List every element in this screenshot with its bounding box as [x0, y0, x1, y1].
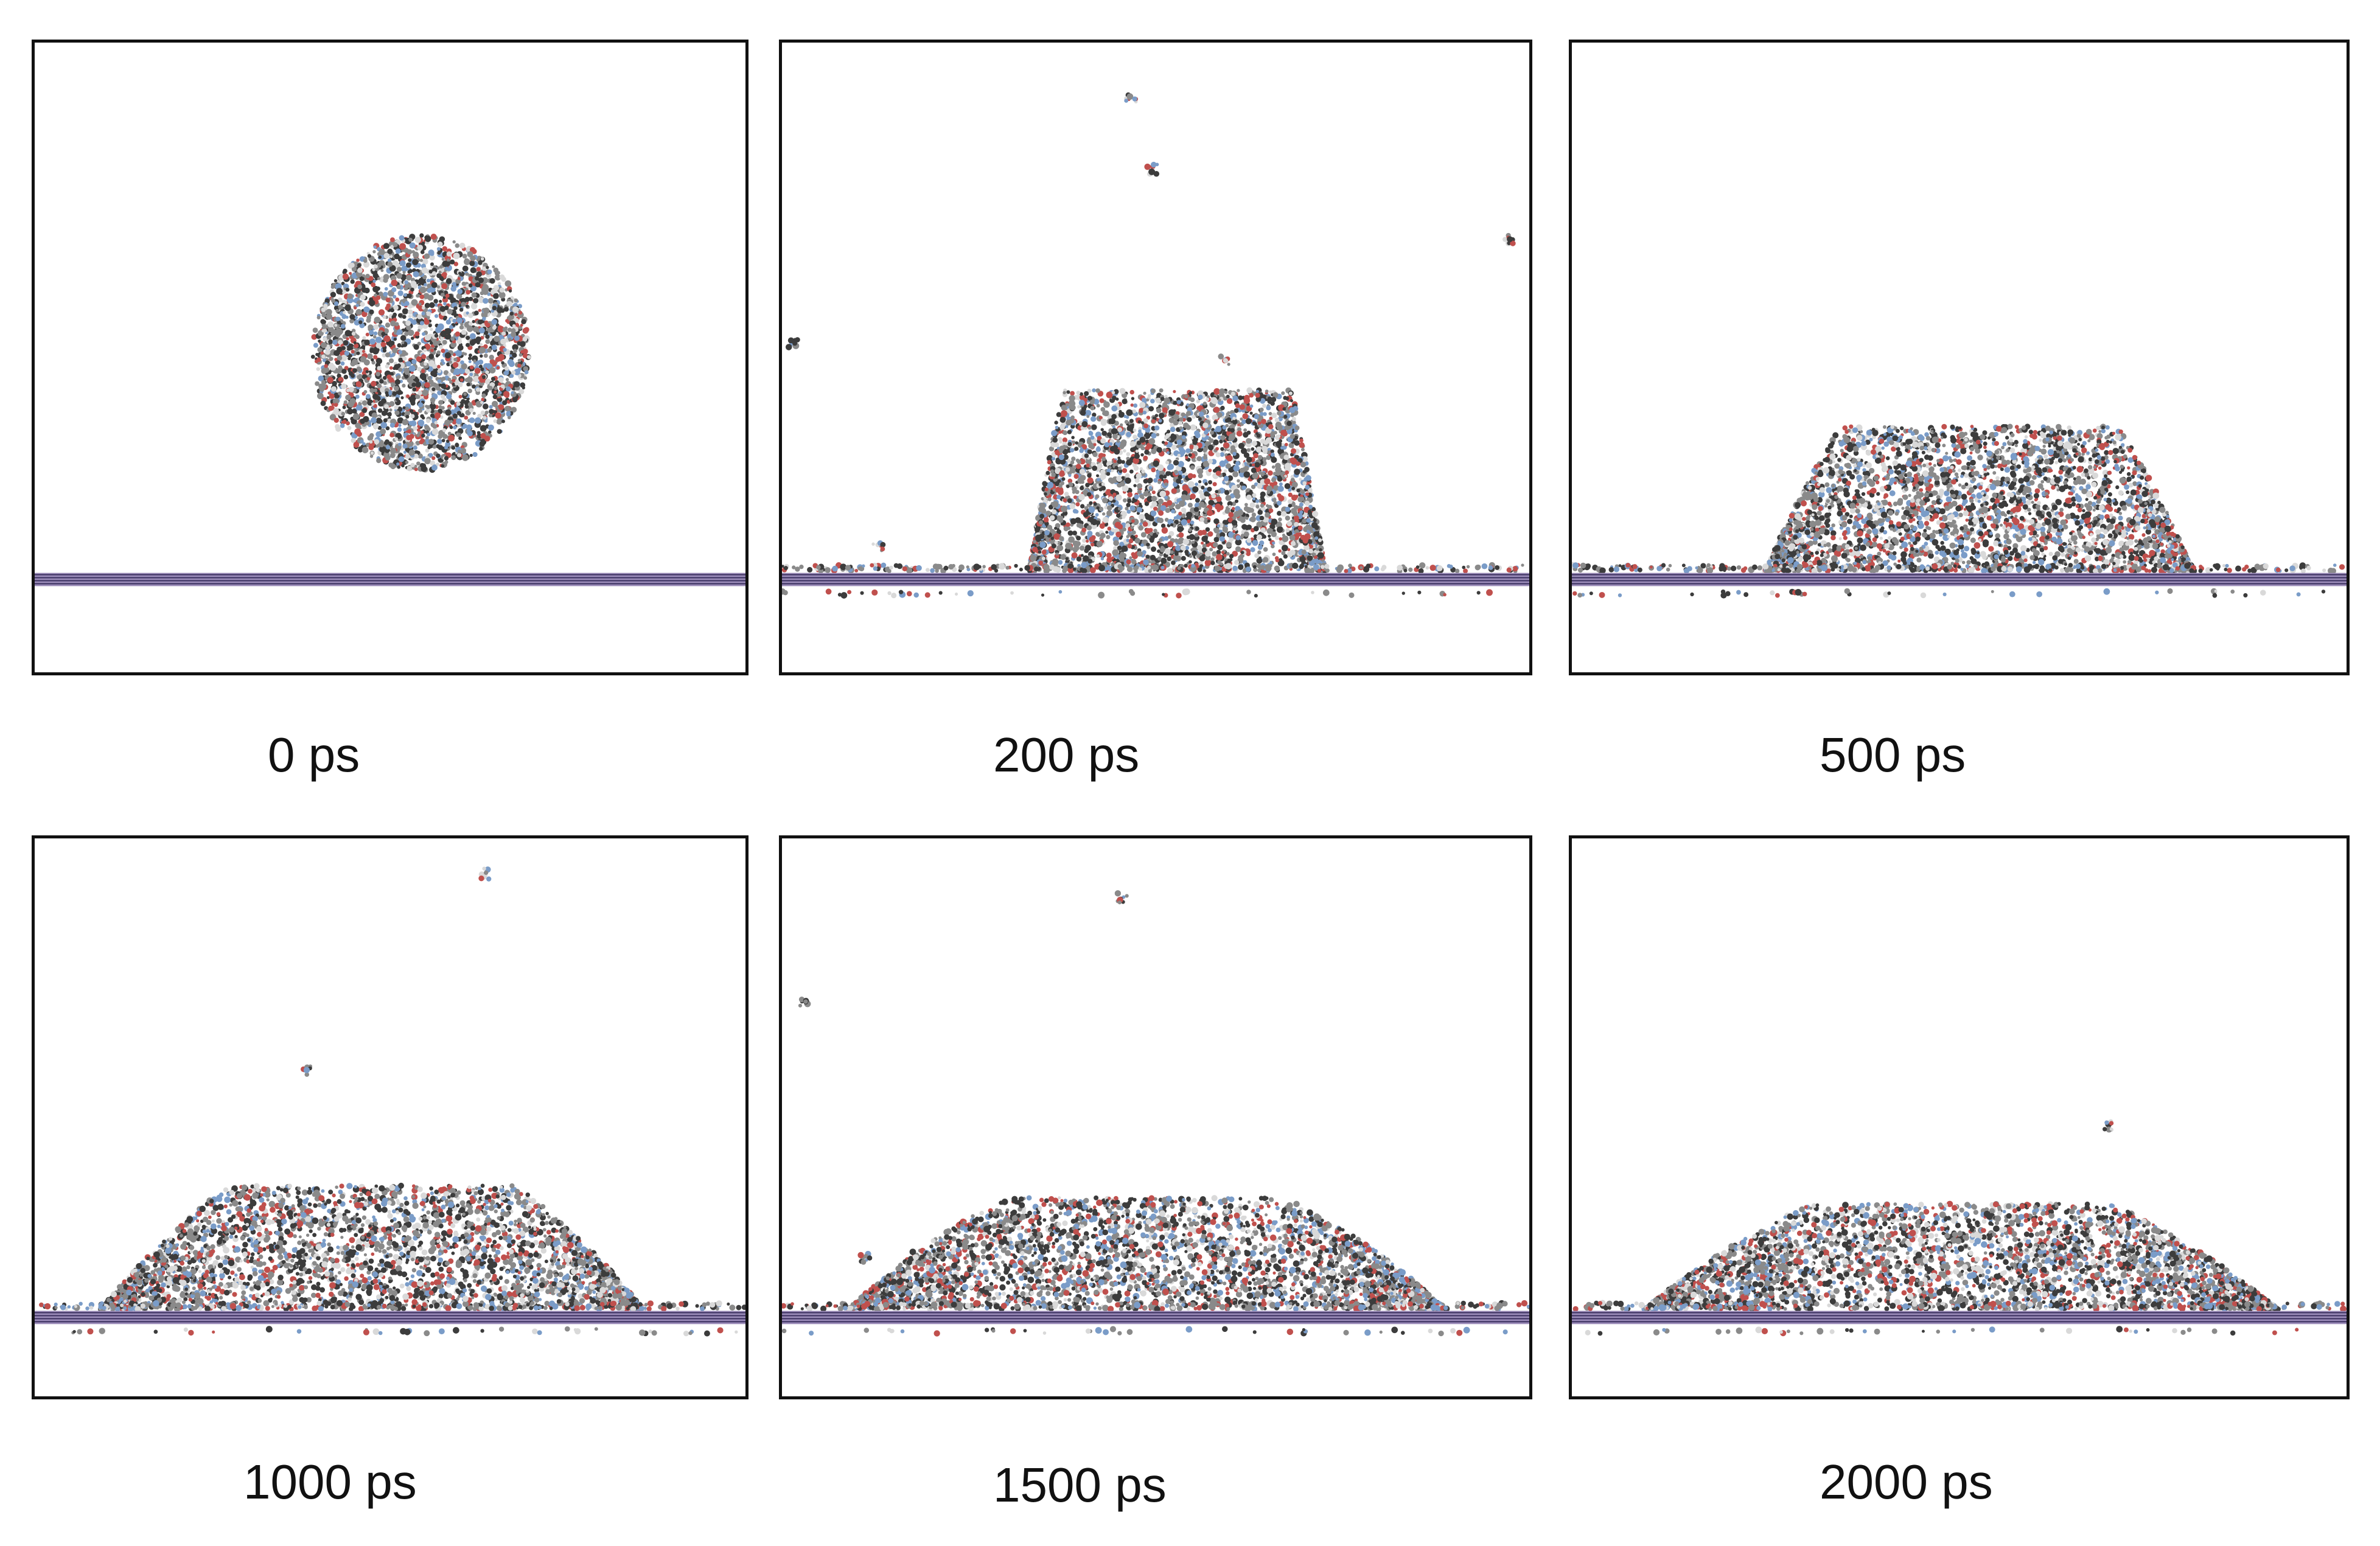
md-snapshot-1000ps	[35, 866, 745, 1337]
time-label-2000ps: 2000 ps	[1820, 1454, 1993, 1510]
snapshot-panel-200ps	[779, 40, 1532, 675]
snapshot-panel-1500ps	[779, 835, 1532, 1399]
snapshot-panel-500ps	[1569, 40, 2350, 675]
droplet	[39, 866, 745, 1337]
droplet	[782, 92, 1524, 599]
md-snapshot-200ps	[782, 92, 1529, 599]
time-label-200ps: 200 ps	[993, 727, 1139, 783]
time-label-1500ps: 1500 ps	[993, 1457, 1167, 1513]
time-label-500ps: 500 ps	[1820, 727, 1966, 783]
substrate	[35, 1311, 745, 1325]
md-snapshot-1500ps	[782, 890, 1529, 1337]
md-snapshot-500ps	[1572, 423, 2347, 599]
droplet	[1572, 1119, 2347, 1337]
time-label-1000ps: 1000 ps	[243, 1454, 417, 1510]
snapshot-panel-1000ps	[32, 835, 749, 1399]
time-label-0ps: 0 ps	[268, 727, 360, 783]
snapshot-panel-0ps	[32, 40, 749, 675]
droplet	[310, 233, 531, 473]
substrate	[1572, 1311, 2347, 1325]
substrate	[35, 573, 745, 587]
substrate	[1572, 573, 2347, 587]
substrate	[782, 1311, 1529, 1325]
md-snapshot-2000ps	[1572, 1119, 2347, 1337]
md-snapshot-0ps	[35, 233, 745, 587]
substrate	[782, 573, 1529, 587]
snapshot-panel-2000ps	[1569, 835, 2350, 1399]
droplet	[1572, 423, 2345, 599]
droplet	[782, 890, 1529, 1337]
